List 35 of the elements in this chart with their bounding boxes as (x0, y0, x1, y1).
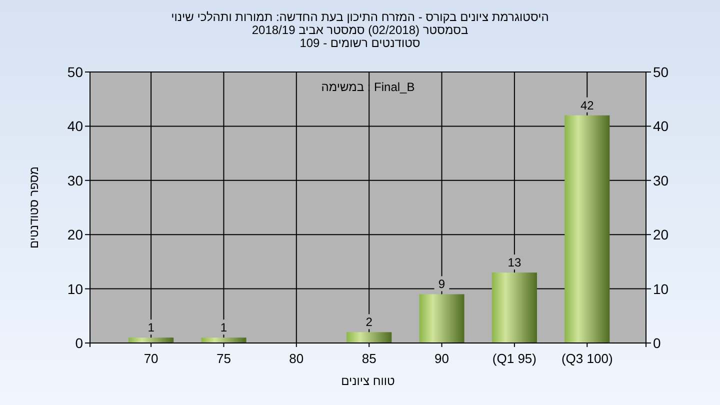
y-tick-label: 50 (67, 64, 84, 80)
bar (564, 115, 610, 343)
bar (128, 338, 174, 343)
data-label: 9 (438, 277, 446, 292)
x-tick-label: 85 (362, 351, 376, 366)
x-tick-label: 80 (289, 351, 304, 366)
data-label: 13 (508, 256, 522, 270)
data-label: 42 (580, 98, 594, 112)
chart-subtitle: בסמסטר (02/2018) סמסטר אביב 2018/19 סטודנטים רשומים - 109 (252, 23, 468, 50)
x-tick-label: 75 (216, 351, 231, 366)
bar (419, 294, 464, 343)
x-tick-label: 70 (144, 351, 158, 366)
x-tick-label: 90 (434, 351, 450, 366)
y-tick-label: 20 (67, 226, 84, 243)
data-label: 1 (148, 320, 155, 335)
y2-tick-label: 10 (653, 280, 669, 297)
data-label: 2 (366, 315, 373, 330)
x-tick-label: (Q1 95) (492, 351, 536, 366)
x-axis-title: טווח ציונים (341, 374, 396, 388)
x-tick-label: (Q3 100) (561, 351, 613, 366)
y2-tick-label: 40 (653, 118, 669, 134)
y-tick-label: 0 (75, 335, 84, 351)
data-label: 1 (220, 320, 228, 335)
y-tick-label: 10 (67, 280, 84, 297)
y2-tick-label: 20 (653, 226, 669, 243)
bar (492, 272, 537, 343)
y2-tick-label: 50 (653, 64, 669, 80)
bar (346, 332, 392, 343)
y-tick-label: 30 (67, 172, 84, 188)
y-axis-title: מספר סטודנטים (27, 166, 41, 249)
y-tick-label: 40 (67, 118, 84, 134)
chart-title: היסטוגרמת ציונים בקורס - המזרח התיכון בעת החדשה: תמורות ותהלכי שינוי (171, 10, 549, 24)
bar (201, 338, 246, 343)
y2-tick-label: 30 (653, 172, 669, 188)
y2-tick-label: 0 (653, 335, 661, 351)
